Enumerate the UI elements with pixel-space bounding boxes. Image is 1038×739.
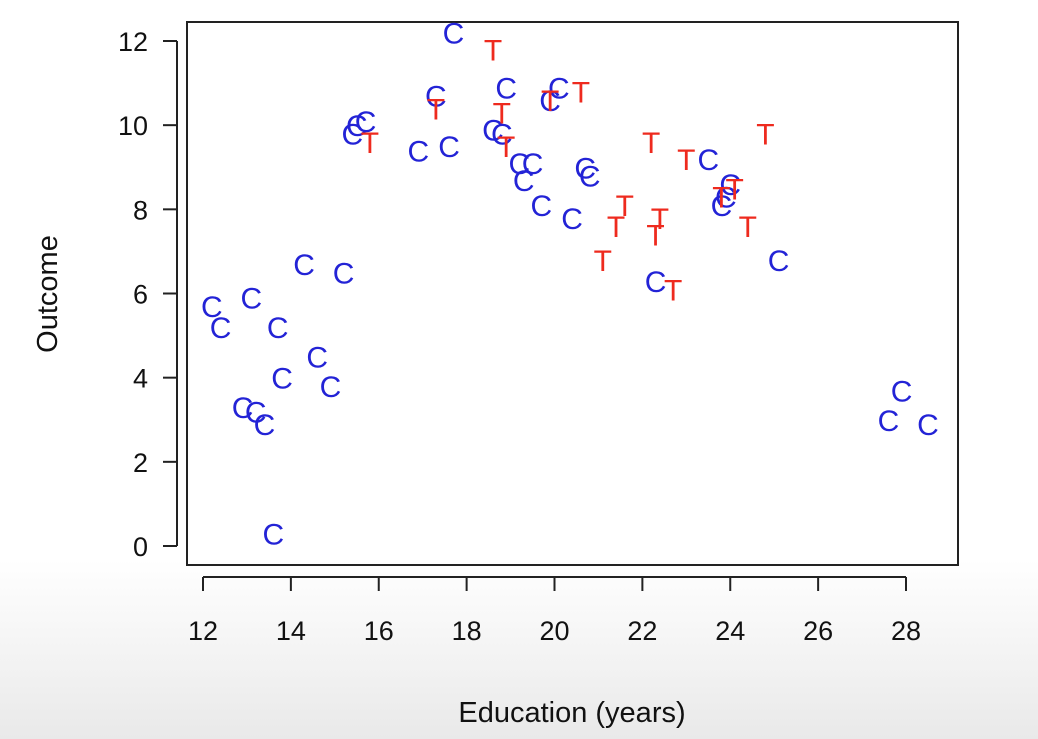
point-t: T <box>572 77 590 110</box>
point-c: C <box>878 405 900 438</box>
point-c: C <box>719 169 741 202</box>
x-tick-label: 26 <box>803 616 833 646</box>
x-axis-title: Education (years) <box>458 697 685 729</box>
point-c: C <box>495 72 517 105</box>
point-c: C <box>254 409 276 442</box>
point-c: C <box>715 182 737 215</box>
point-c: C <box>513 165 535 198</box>
point-c: C <box>262 518 284 551</box>
point-t: T <box>677 144 695 177</box>
point-t: T <box>651 203 669 236</box>
point-c: C <box>306 342 328 375</box>
point-c: C <box>355 106 377 139</box>
point-t: T <box>493 98 511 131</box>
point-c: C <box>245 396 267 429</box>
point-c: C <box>917 409 939 442</box>
point-c: C <box>333 257 355 290</box>
x-tick-label: 12 <box>188 616 218 646</box>
x-tick-label: 24 <box>715 616 745 646</box>
point-t: T <box>756 119 774 152</box>
point-c: C <box>425 81 447 114</box>
x-tick-label: 14 <box>276 616 306 646</box>
y-axis-title: Outcome <box>32 235 64 353</box>
point-t: T <box>646 220 664 253</box>
point-t: T <box>712 182 730 215</box>
point-t: T <box>725 173 743 206</box>
point-c: C <box>438 131 460 164</box>
point-c: C <box>210 312 232 345</box>
point-c: C <box>482 114 504 147</box>
point-c: C <box>522 148 544 181</box>
y-tick-label: 8 <box>133 195 148 225</box>
x-tick-label: 28 <box>891 616 921 646</box>
point-c: C <box>539 85 561 118</box>
y-tick-label: 12 <box>118 27 148 57</box>
y-tick-label: 0 <box>133 532 148 562</box>
y-tick-label: 10 <box>118 111 148 141</box>
point-c: C <box>891 375 913 408</box>
point-t: T <box>739 211 757 244</box>
point-c: C <box>574 152 596 185</box>
point-c: C <box>697 144 719 177</box>
point-t: T <box>541 85 559 118</box>
point-t: T <box>594 245 612 278</box>
points-layer: CCCCCCCCCCCCCCCCCCCCCCCCCCCCCCCCCCCCCCCC… <box>201 18 939 552</box>
point-c: C <box>271 363 293 396</box>
y-tick-label: 6 <box>133 280 148 310</box>
point-c: C <box>768 245 790 278</box>
y-tick-label: 2 <box>133 448 148 478</box>
plot-frame <box>186 21 959 566</box>
point-t: T <box>607 211 625 244</box>
point-c: C <box>579 161 601 194</box>
point-c: C <box>443 18 465 51</box>
point-t: T <box>361 127 379 160</box>
point-t: T <box>484 34 502 67</box>
point-c: C <box>346 110 368 143</box>
y-tick-label: 4 <box>133 364 148 394</box>
point-t: T <box>616 190 634 223</box>
point-c: C <box>267 312 289 345</box>
x-tick-label: 22 <box>627 616 657 646</box>
point-c: C <box>293 249 315 282</box>
point-c: C <box>240 283 262 316</box>
point-c: C <box>645 266 667 299</box>
x-tick-label: 18 <box>452 616 482 646</box>
point-c: C <box>201 291 223 324</box>
point-c: C <box>561 203 583 236</box>
x-tick-label: 20 <box>539 616 569 646</box>
point-c: C <box>509 148 531 181</box>
point-c: C <box>320 371 342 404</box>
point-c: C <box>530 190 552 223</box>
point-c: C <box>232 392 254 425</box>
point-c: C <box>491 119 513 152</box>
point-t: T <box>497 131 515 164</box>
point-c: C <box>548 72 570 105</box>
point-c: C <box>407 135 429 168</box>
x-tick-label: 16 <box>364 616 394 646</box>
point-t: T <box>427 93 445 126</box>
point-c: C <box>342 119 364 152</box>
point-c: C <box>711 190 733 223</box>
point-t: T <box>664 274 682 307</box>
point-t: T <box>642 127 660 160</box>
